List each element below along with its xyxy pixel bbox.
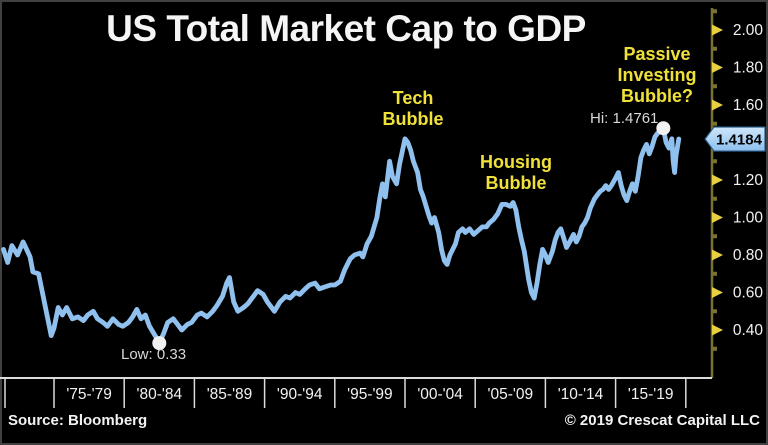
x-tick-label: '05-'09 [488, 386, 534, 403]
y-major-tick [712, 249, 723, 261]
x-tick-label: '00-'04 [417, 386, 463, 403]
x-tick-label: '10-'14 [558, 386, 604, 403]
x-tick-label: '15-'19 [628, 386, 674, 403]
y-major-tick [712, 324, 723, 336]
x-tick-label: '90-'94 [277, 386, 323, 403]
annotation-housing-bubble: Housing Bubble [480, 152, 552, 193]
high-marker-label: Hi: 1.4761 [590, 110, 659, 127]
y-minor-tick [712, 196, 717, 201]
low-marker-label: Low: 0.33 [121, 346, 187, 363]
y-major-tick [712, 212, 723, 223]
y-tick-label: 0.60 [733, 285, 764, 302]
copyright-credit: © 2019 Crescat Capital LLC [564, 412, 760, 429]
low-marker-dot [152, 336, 167, 351]
y-minor-tick [712, 346, 717, 351]
x-tick-label: '80-'84 [137, 386, 183, 403]
y-tick-label: 1.00 [733, 210, 764, 227]
y-minor-tick [712, 309, 717, 314]
current-value-badge [704, 126, 766, 152]
y-major-tick [712, 62, 723, 73]
y-tick-label: 1.80 [733, 60, 764, 77]
y-major-tick [712, 174, 723, 186]
y-tick-label: 0.80 [733, 247, 764, 264]
x-tick-label: '95-'99 [347, 386, 393, 403]
y-minor-tick [712, 159, 717, 164]
high-marker-dot [656, 121, 671, 136]
chart-title: US Total Market Cap to GDP [106, 8, 586, 49]
annotation-tech-bubble: Tech Bubble [382, 88, 444, 129]
y-minor-tick [712, 46, 717, 51]
annotation-passive-investing-bubble: Passive Investing Bubble? [617, 44, 697, 106]
x-tick-label: '85-'89 [207, 386, 253, 403]
y-tick-label: 1.20 [733, 172, 764, 189]
y-major-tick [712, 287, 723, 298]
y-minor-tick [712, 271, 717, 276]
y-tick-label: 0.40 [733, 322, 764, 339]
y-major-tick [712, 99, 723, 111]
y-minor-tick [712, 234, 717, 239]
y-major-tick [712, 24, 723, 36]
y-minor-tick [712, 121, 717, 126]
source-credit: Source: Bloomberg [8, 412, 148, 429]
series-line-market-cap-to-gdp [1, 125, 682, 346]
current-value-badge-text: 1.4184 [716, 132, 763, 149]
x-tick-label: '75-'79 [66, 386, 112, 403]
y-tick-label: 2.00 [733, 22, 764, 39]
y-minor-tick [712, 9, 717, 14]
y-minor-tick [712, 84, 717, 89]
y-tick-label: 1.60 [733, 97, 764, 114]
